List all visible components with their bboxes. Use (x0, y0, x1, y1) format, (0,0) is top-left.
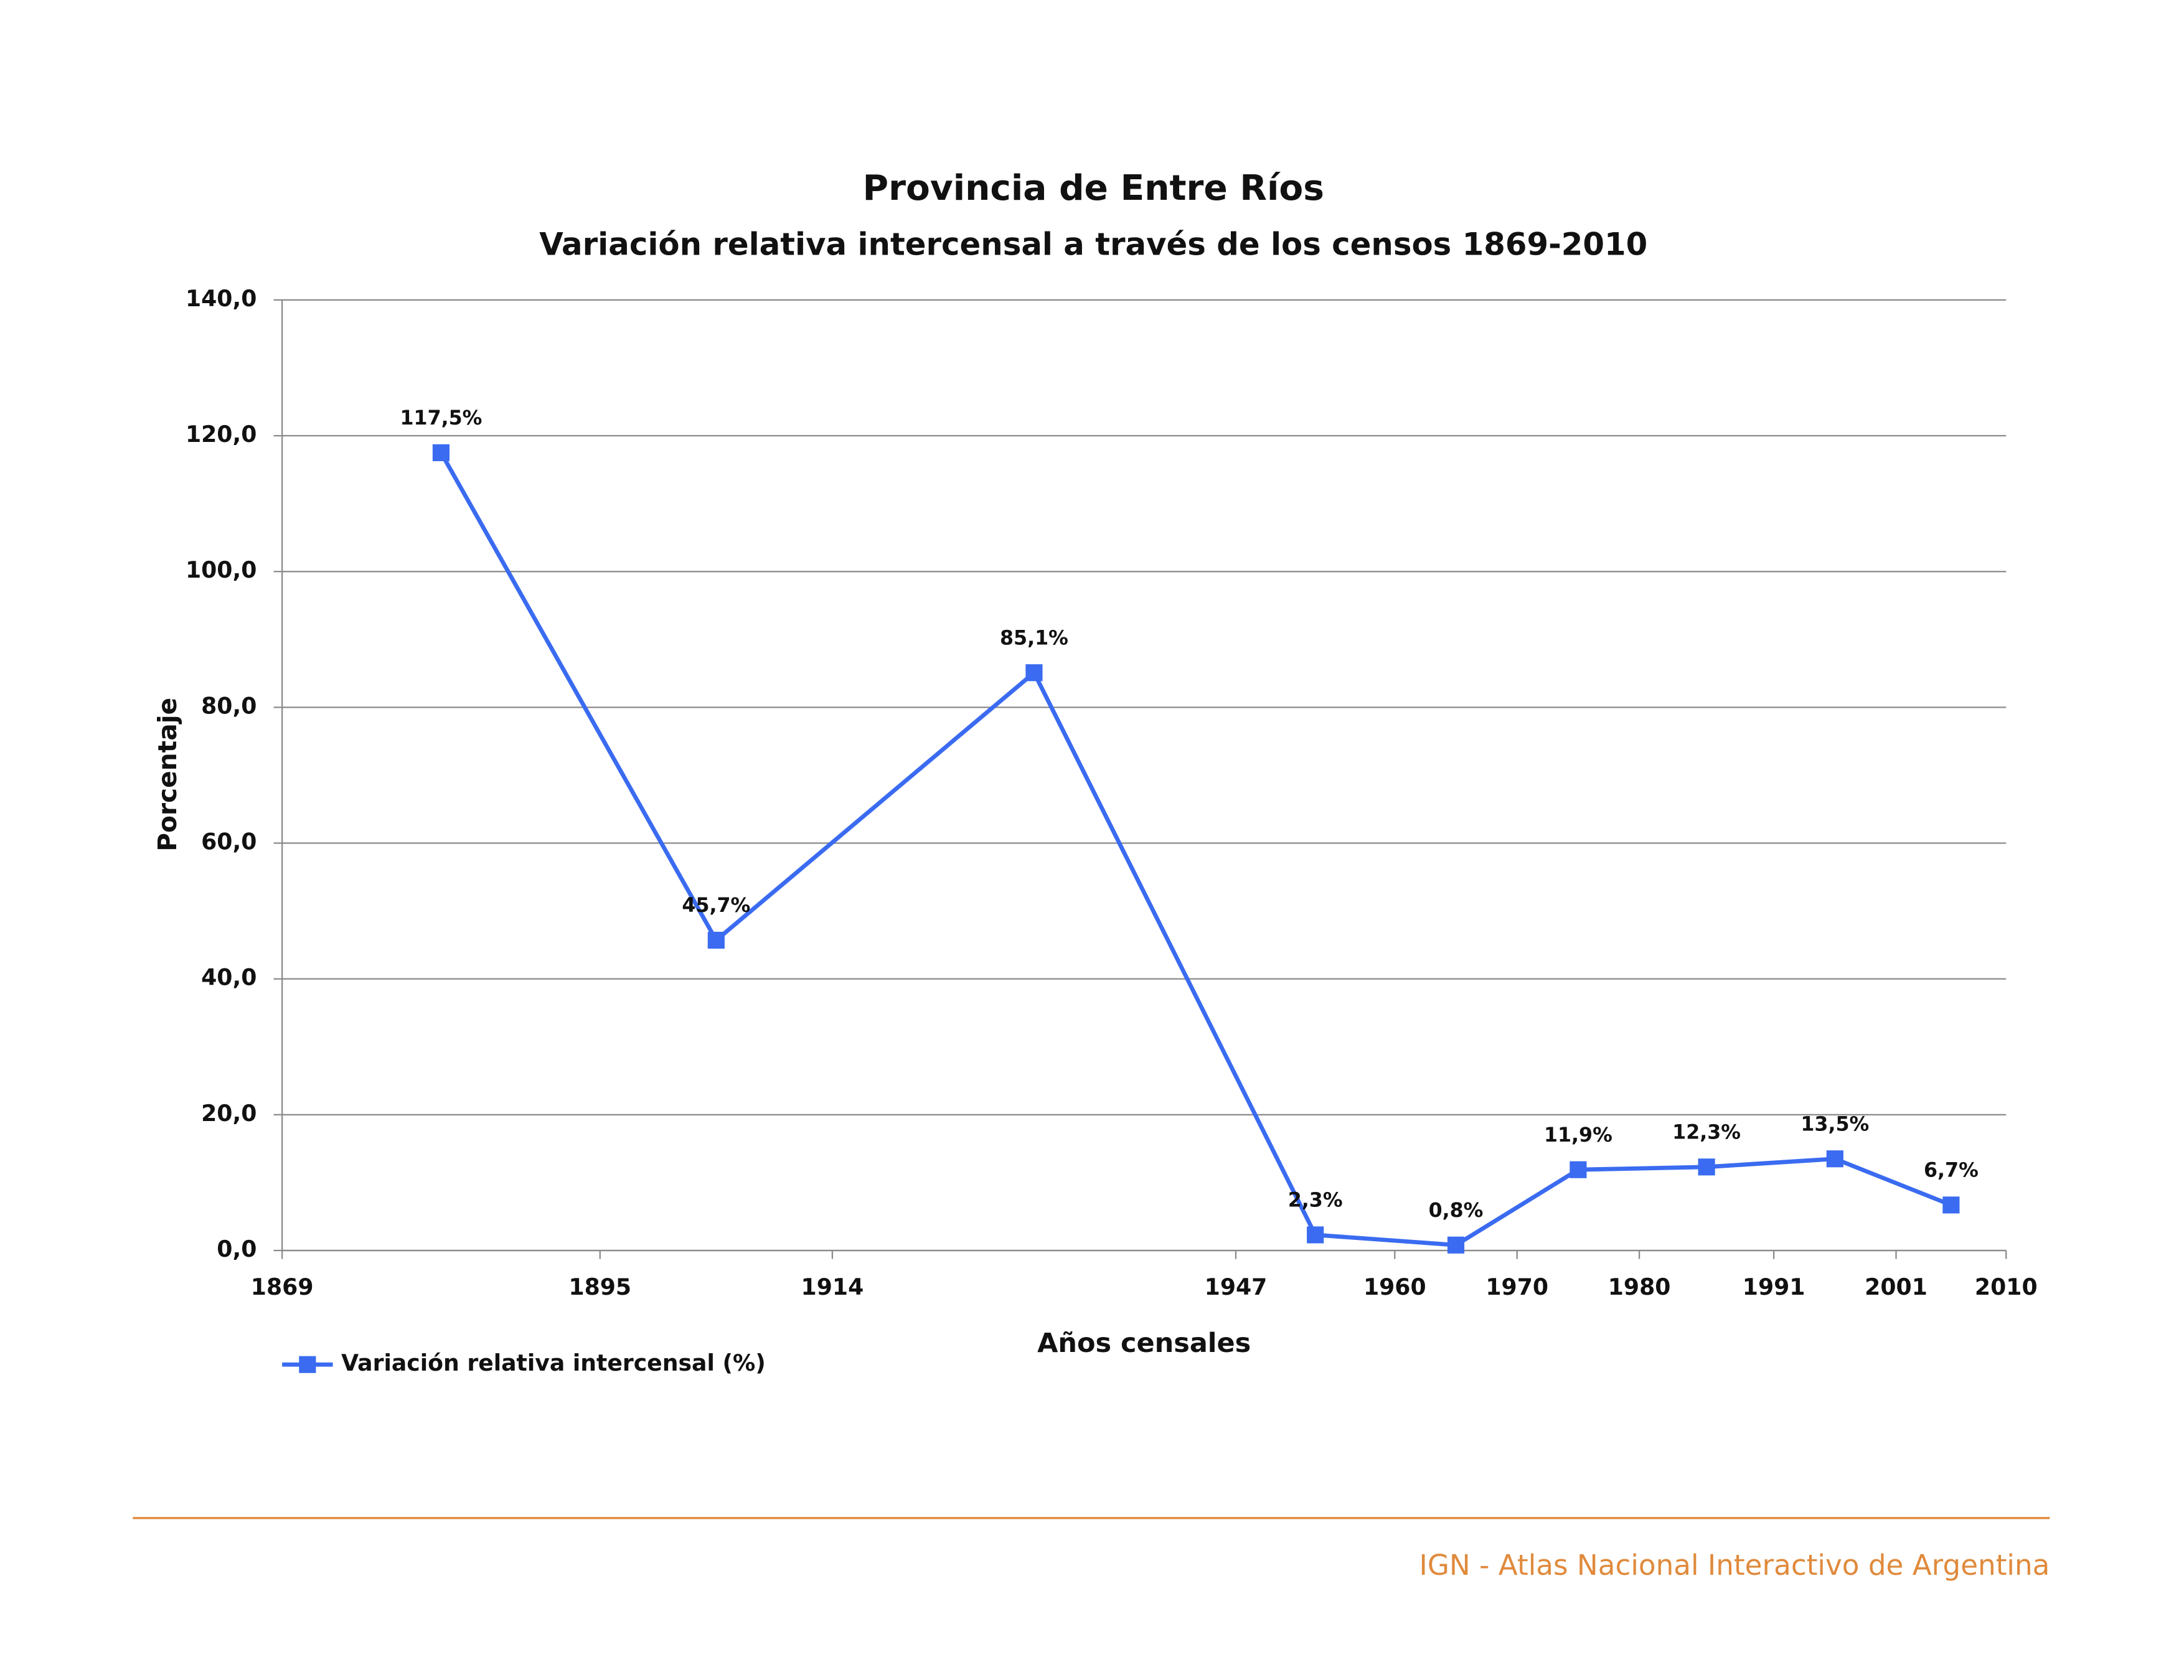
y-tick-label: 0,0 (217, 1236, 257, 1262)
y-axis-label: Porcentaje (153, 698, 182, 852)
point-marker (1570, 1161, 1587, 1178)
x-tick-label: 1914 (801, 1274, 864, 1300)
y-tick-label: 140,0 (186, 285, 257, 312)
point-marker (1698, 1158, 1715, 1176)
y-tick-label: 20,0 (201, 1100, 257, 1127)
data-label: 13,5% (1800, 1113, 1869, 1135)
y-tick-label: 60,0 (201, 828, 257, 855)
data-label: 6,7% (1924, 1160, 1979, 1182)
x-tick-label: 1869 (251, 1274, 314, 1300)
y-tick-label: 40,0 (201, 964, 257, 991)
point-marker (707, 931, 725, 949)
point-marker (1307, 1226, 1324, 1244)
y-tick-label: 80,0 (201, 692, 257, 719)
x-tick-label: 2010 (1975, 1274, 2038, 1300)
data-label: 117,5% (400, 407, 482, 429)
chart-subtitle: Variación relativa intercensal a través … (539, 226, 1647, 262)
y-tick-label: 100,0 (186, 556, 257, 583)
x-tick-label: 1980 (1608, 1274, 1671, 1300)
x-tick-label: 1991 (1743, 1274, 1805, 1300)
x-tick-label: 1947 (1205, 1274, 1268, 1300)
legend-marker (299, 1356, 316, 1373)
x-tick-label: 1960 (1363, 1274, 1426, 1300)
x-axis-label: Años censales (1037, 1328, 1251, 1359)
x-tick-label: 1895 (568, 1274, 631, 1300)
point-marker (1447, 1236, 1465, 1254)
data-label: 85,1% (1000, 627, 1068, 649)
chart-title: Provincia de Entre Ríos (863, 168, 1324, 209)
data-label: 12,3% (1672, 1122, 1741, 1144)
footer-text: IGN - Atlas Nacional Interactivo de Arge… (1419, 1549, 2050, 1582)
data-label: 11,9% (1544, 1124, 1612, 1147)
data-label: 0,8% (1429, 1199, 1484, 1222)
y-tick-label: 120,0 (186, 421, 257, 448)
x-tick-label: 2001 (1865, 1274, 1927, 1300)
data-label: 2,3% (1288, 1190, 1343, 1212)
point-marker (432, 444, 450, 461)
x-tick-label: 1970 (1485, 1274, 1548, 1300)
point-marker (1826, 1150, 1843, 1168)
data-label: 45,7% (682, 894, 750, 917)
point-marker (1942, 1196, 1960, 1214)
legend-label: Variación relativa intercensal (%) (341, 1349, 766, 1376)
point-marker (1025, 664, 1043, 682)
